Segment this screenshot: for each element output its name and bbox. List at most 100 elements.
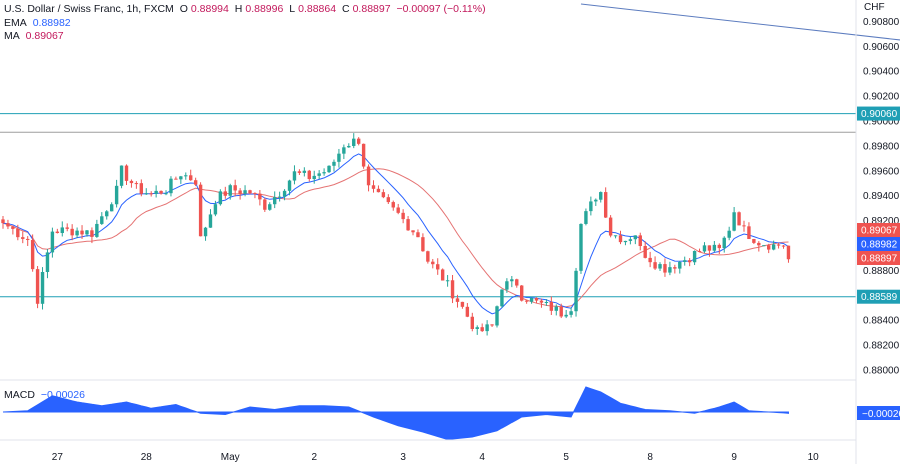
price-tick: 0.90200 — [863, 92, 900, 103]
candle — [322, 168, 326, 176]
close-label: C — [342, 3, 350, 15]
time-tick: May — [221, 452, 240, 463]
price-tick: 0.88800 — [863, 266, 900, 277]
macd-value-badge — [857, 406, 900, 420]
candle — [119, 165, 124, 189]
candle — [312, 170, 316, 184]
candle — [599, 191, 603, 203]
candle — [579, 223, 583, 274]
candle — [697, 248, 702, 253]
price-tick: 0.90400 — [863, 67, 900, 78]
candle — [673, 264, 677, 274]
price-badge-text: 0.89067 — [861, 226, 898, 237]
time-tick: 4 — [479, 452, 485, 463]
candle — [717, 243, 721, 254]
candle — [154, 185, 158, 198]
candle — [436, 258, 440, 275]
levels-layer — [0, 3, 900, 298]
candle — [752, 238, 756, 245]
candle — [352, 133, 356, 149]
trendline — [580, 3, 900, 41]
candle — [342, 144, 346, 160]
candle — [45, 249, 50, 279]
candle — [757, 241, 761, 252]
macd-legend[interactable]: MACD −0.00026 — [4, 389, 88, 402]
candle — [124, 164, 129, 185]
ema-legend[interactable]: EMA 0.88982 — [4, 17, 74, 30]
candle — [524, 299, 529, 304]
candle — [470, 312, 474, 332]
ma-value: 0.89067 — [25, 30, 64, 42]
candle — [771, 240, 776, 251]
candle — [114, 179, 119, 208]
candle — [327, 165, 331, 174]
candle — [282, 189, 287, 201]
ma-legend[interactable]: MA 0.89067 — [4, 30, 67, 43]
candle — [6, 219, 10, 230]
candle — [475, 325, 479, 335]
candle — [213, 200, 218, 217]
candle — [258, 190, 262, 206]
candle — [386, 194, 391, 204]
candle — [1, 216, 5, 229]
candle — [702, 242, 707, 253]
candle — [510, 275, 514, 288]
candle — [732, 207, 736, 232]
ema-label: EMA — [4, 17, 27, 29]
price-tick: 0.90800 — [863, 17, 900, 28]
candle — [263, 197, 267, 212]
candle — [75, 227, 79, 239]
candle — [208, 209, 213, 228]
candle — [559, 303, 563, 319]
candle — [460, 301, 465, 309]
candle — [618, 230, 623, 245]
candle — [683, 256, 687, 266]
symbol-title[interactable]: U.S. Dollar / Swiss Franc, 1h, FXCM — [4, 3, 174, 15]
candle — [633, 235, 638, 245]
time-tick: 8 — [647, 452, 653, 463]
candle — [65, 223, 69, 232]
ema-value: 0.88982 — [32, 17, 71, 29]
symbol-legend: U.S. Dollar / Swiss Franc, 1h, FXCM O 0.8… — [4, 3, 489, 16]
candle — [638, 232, 642, 251]
candle — [589, 196, 593, 216]
candle — [16, 224, 20, 241]
candle — [692, 250, 697, 266]
currency-label: CHF — [864, 2, 885, 13]
macd-area — [2, 386, 790, 441]
candle — [712, 240, 717, 253]
candle — [55, 228, 60, 234]
low-value: 0.88864 — [298, 3, 337, 15]
candle — [411, 230, 415, 236]
change-value: −0.00097 (−0.11%) — [396, 3, 486, 15]
price-badge-text: 0.88982 — [861, 240, 898, 251]
time-tick: 3 — [400, 452, 406, 463]
candle — [90, 227, 94, 244]
candle — [396, 203, 400, 215]
price-badge-close — [857, 251, 900, 265]
candle — [762, 245, 766, 247]
candle — [742, 220, 746, 232]
candle — [198, 182, 203, 237]
candle — [134, 181, 139, 189]
candle — [495, 305, 499, 328]
candle — [653, 256, 657, 270]
price-badge-text: 0.88897 — [861, 254, 898, 265]
time-tick: 9 — [731, 452, 737, 463]
candle — [366, 164, 371, 192]
moving-averages-layer — [2, 153, 789, 315]
ema-line — [2, 153, 789, 315]
candle — [668, 261, 672, 276]
candle — [737, 211, 741, 226]
macd-label: MACD — [4, 389, 35, 401]
candle — [574, 267, 578, 317]
low-label: L — [289, 3, 296, 15]
candle — [776, 242, 781, 249]
candle — [594, 198, 598, 206]
candle — [85, 230, 89, 237]
candle — [564, 309, 568, 319]
candles-layer — [1, 133, 791, 336]
candle — [371, 180, 376, 193]
